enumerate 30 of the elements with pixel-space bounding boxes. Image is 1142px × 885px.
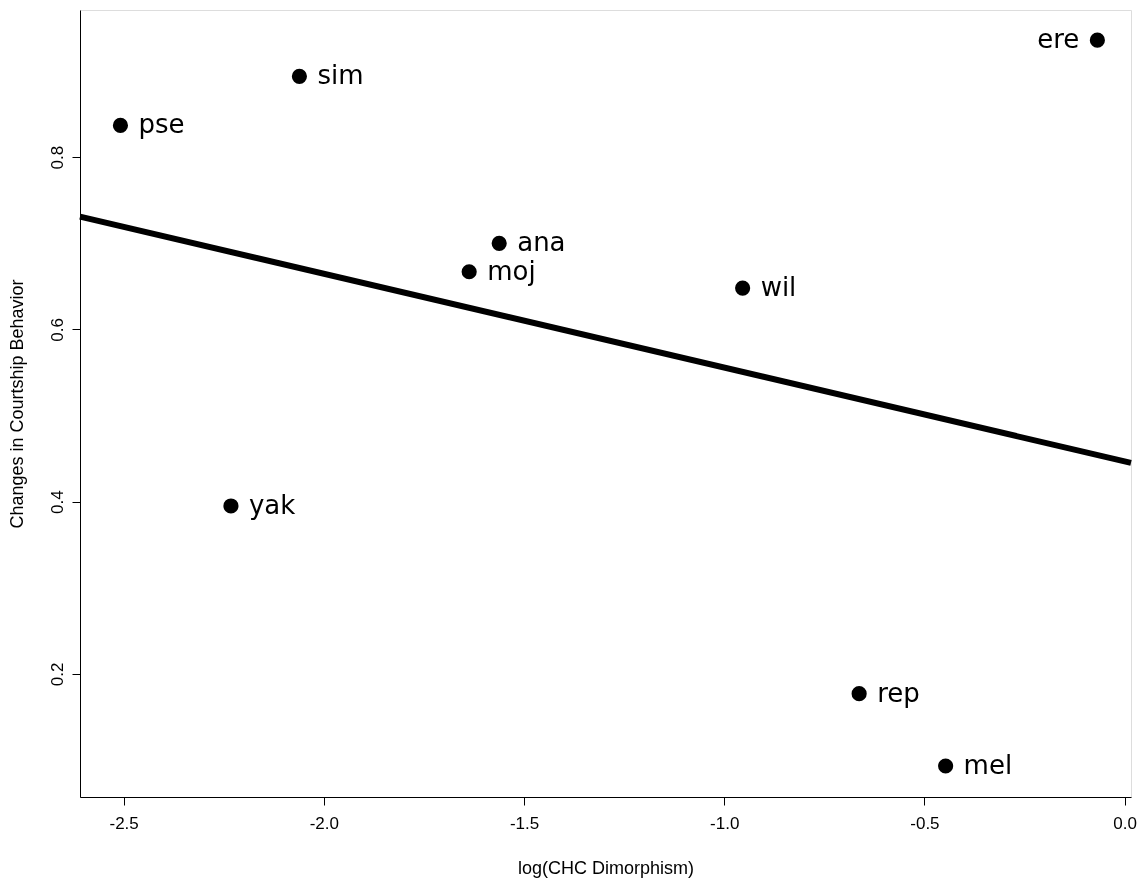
annotation: sim [317,60,364,91]
x-tick-label: -1.0 [710,813,740,833]
annotation: mel [963,750,1013,780]
point [112,117,129,133]
annotation: moj [487,255,536,286]
x-tick-label: -1.5 [509,813,540,833]
x-tick-label: -2.0 [309,813,339,833]
point [1089,32,1105,48]
point [851,686,867,702]
annotation: pse [138,109,185,140]
y-tick-label: 0.6 [47,318,67,342]
y-axis-title: Changes in Courtship Behavior [6,279,27,529]
point [223,498,239,514]
point [938,758,954,774]
annotation: ere [1037,24,1080,55]
y-tick-label: 0.4 [47,490,67,514]
annotation: yak [248,489,296,520]
x-tick-label: -0.5 [910,813,940,833]
y-tick-label: 0.8 [47,145,67,170]
x-axis-title: log(CHC Dimorphism) [517,857,695,878]
annotation: rep [877,677,920,708]
point [461,264,477,280]
y-tick-label: 0.2 [47,662,67,687]
point [291,68,307,84]
x-tick-label: 0.0 [1113,813,1137,833]
annotation: ana [517,227,566,258]
annotation: wil [760,272,797,303]
x-tick-label: -2.5 [109,813,139,833]
point [491,235,507,251]
point [735,280,751,296]
